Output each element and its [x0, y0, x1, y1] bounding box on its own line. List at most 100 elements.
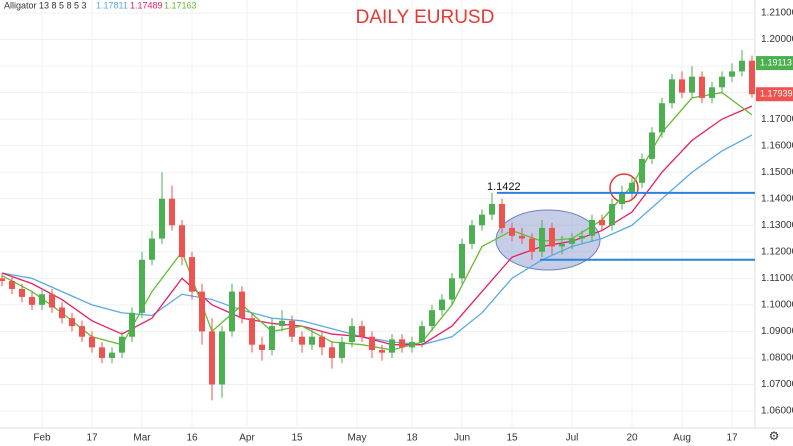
x-tick-label: May	[348, 433, 367, 444]
price-tag	[756, 87, 793, 102]
chart-title: DAILY EURUSD	[356, 7, 495, 28]
candle-body	[79, 326, 85, 337]
y-tick-label: 1.12000	[761, 246, 793, 257]
candle-body	[749, 60, 755, 95]
candle-body	[719, 76, 725, 88]
candle-body	[399, 339, 405, 348]
candle-body	[149, 238, 155, 260]
x-tick-label: 18	[406, 433, 418, 444]
candle-body	[389, 339, 395, 353]
candle-body	[529, 238, 535, 252]
highlight-ellipse	[495, 209, 601, 271]
x-tick-label: Jun	[454, 433, 470, 444]
indicator-name: Alligator 13 8 5 8 5 3	[4, 0, 87, 10]
candle-body	[229, 291, 235, 332]
candle-body	[679, 79, 685, 93]
settings-icon[interactable]: ⚙	[769, 429, 780, 443]
candle-body	[69, 318, 75, 327]
alligator-line	[1, 91, 753, 351]
candle-body	[609, 204, 615, 226]
y-tick-label: 1.21000	[761, 8, 793, 19]
y-tick-label: 1.15000	[761, 167, 793, 178]
candle-body	[629, 182, 635, 194]
alligator-line	[1, 134, 753, 346]
candle-body	[649, 132, 655, 159]
candle-body	[379, 349, 385, 353]
x-tick-label: 17	[86, 433, 98, 444]
candle-body	[19, 288, 25, 297]
candle-body	[599, 219, 605, 226]
price-tag-label: 1.17939	[760, 89, 793, 99]
candle-body	[209, 331, 215, 385]
candle-body	[339, 342, 345, 358]
x-tick-label: 15	[506, 433, 518, 444]
candle-body	[39, 294, 45, 305]
candle-body	[139, 259, 145, 313]
candle-body	[499, 204, 505, 228]
candle-body	[219, 331, 225, 385]
candle-body	[289, 320, 295, 337]
candle-body	[659, 103, 665, 133]
candle-body	[469, 225, 475, 244]
candle-body	[239, 291, 245, 319]
candle-body	[269, 326, 275, 350]
x-tick-label: 15	[291, 433, 303, 444]
x-tick-label: Apr	[239, 433, 255, 444]
candle-body	[619, 193, 625, 205]
candle-body	[489, 204, 495, 215]
y-tick-label: 1.08000	[761, 353, 793, 364]
candle-body	[159, 198, 165, 239]
candle-body	[259, 344, 265, 350]
x-tick-label: Mar	[133, 433, 151, 444]
candle-body	[0, 278, 5, 281]
level-label: 1.1422	[487, 181, 521, 193]
candle-body	[59, 307, 65, 319]
price-tag-label: 1.19113	[760, 57, 792, 67]
candle-body	[349, 326, 355, 343]
candle-body	[729, 71, 735, 77]
candle-body	[199, 291, 205, 332]
candle-body	[429, 310, 435, 327]
candle-body	[109, 352, 115, 358]
x-tick-label: Jul	[566, 433, 579, 444]
candle-body	[589, 219, 595, 236]
y-tick-label: 1.16000	[761, 140, 793, 151]
candle-body	[579, 235, 585, 239]
indicator-value: 1.17163	[164, 0, 197, 10]
x-tick-label: 16	[186, 433, 198, 444]
candle-body	[309, 336, 315, 345]
candle-body	[689, 76, 695, 93]
candle-body	[419, 326, 425, 343]
y-tick-label: 1.06000	[761, 406, 793, 417]
candle-body	[739, 60, 745, 72]
candle-body	[509, 227, 515, 236]
candle-body	[539, 227, 545, 252]
candle-body	[319, 336, 325, 348]
candle-body	[9, 280, 15, 289]
candle-body	[189, 257, 195, 292]
candle-body	[369, 336, 375, 350]
candle-body	[29, 296, 35, 305]
candle-body	[519, 235, 525, 239]
x-tick-label: Feb	[33, 433, 51, 444]
candle-body	[699, 76, 705, 98]
y-tick-label: 1.07000	[761, 379, 793, 390]
candle-body	[49, 294, 55, 308]
candle-body	[99, 347, 105, 358]
candle-body	[179, 225, 185, 258]
candle-body	[709, 87, 715, 98]
candle-body	[639, 158, 645, 183]
candle-body	[439, 299, 445, 311]
indicator-value: 1.17811	[96, 0, 128, 10]
candle-body	[129, 312, 135, 337]
y-tick-label: 1.20000	[761, 34, 793, 45]
candle-body	[329, 347, 335, 358]
x-tick-label: 17	[726, 433, 738, 444]
x-tick-label: 20	[626, 433, 638, 444]
candle-body	[549, 227, 555, 247]
candle-body	[359, 326, 365, 337]
candle-body	[569, 238, 575, 244]
candle-body	[279, 320, 285, 327]
